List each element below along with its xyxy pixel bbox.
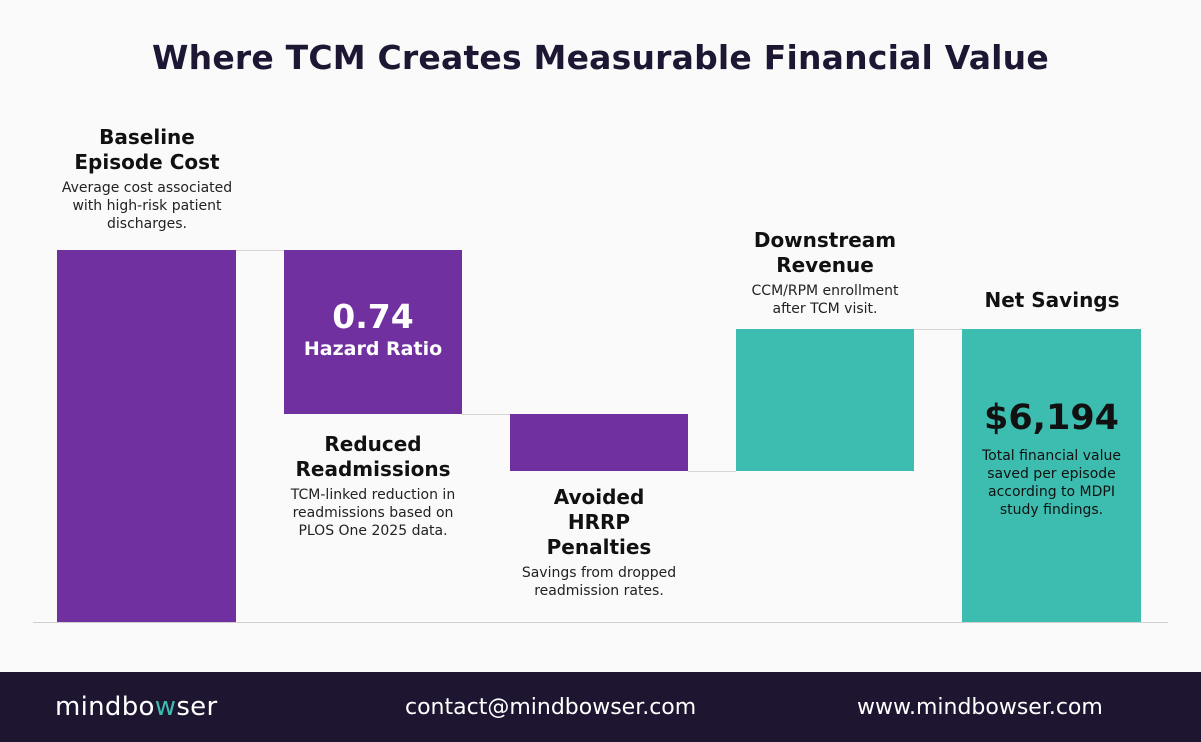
step-title: Reduced Readmissions (295, 432, 451, 481)
label-downstream-revenue: Downstream Revenue CCM/RPM enrollment aft… (725, 228, 925, 318)
label-reduced-readmissions: Reduced Readmissions TCM-linked reduction… (272, 432, 474, 540)
step-description: Average cost associated with high-risk p… (61, 180, 233, 232)
bar-downstream-revenue (736, 329, 914, 471)
step-title: Baseline Episode Cost (74, 125, 220, 174)
contact-email[interactable]: contact@mindbowser.com (405, 695, 697, 720)
hazard-ratio-caption: Hazard Ratio (303, 338, 443, 360)
step-title: Downstream Revenue (753, 228, 897, 277)
bar-baseline-episode-cost (57, 250, 236, 622)
hazard-ratio-label: 0.74 Hazard Ratio (284, 298, 462, 362)
label-net-savings: Net Savings (952, 288, 1152, 313)
step-description: TCM-linked reduction in readmissions bas… (290, 487, 456, 539)
bar-net-savings (962, 329, 1141, 622)
website-link[interactable]: www.mindbowser.com (857, 695, 1103, 720)
label-baseline-episode-cost: Baseline Episode Cost Average cost associ… (47, 125, 247, 233)
connector-line (236, 250, 284, 251)
bar-reduced-readmissions (284, 250, 462, 414)
step-title: Net Savings (984, 288, 1120, 312)
chart-title: Where TCM Creates Measurable Financial V… (152, 38, 1049, 77)
label-avoided-hrrp-penalties: Avoided HRRP Penalties Savings from droppe… (499, 485, 699, 600)
bar-avoided-hrrp-penalties (510, 414, 688, 471)
step-title: Avoided HRRP Penalties (546, 485, 652, 559)
step-description: Savings from dropped readmission rates. (521, 565, 677, 599)
connector-line (462, 414, 510, 415)
net-savings-value: $6,194 (983, 398, 1120, 438)
connector-line (688, 471, 736, 472)
mindbowser-logo: mindbowser (55, 692, 218, 722)
connector-line (914, 329, 962, 330)
hazard-ratio-value: 0.74 (332, 297, 414, 336)
footer-bar: mindbowser contact@mindbowser.com www.mi… (0, 672, 1201, 742)
baseline-axis (33, 622, 1168, 623)
net-savings-description: Total financial value saved per episode … (981, 448, 1122, 518)
step-description: CCM/RPM enrollment after TCM visit. (751, 283, 899, 317)
net-savings-label: $6,194 Total financial value saved per e… (962, 397, 1141, 519)
